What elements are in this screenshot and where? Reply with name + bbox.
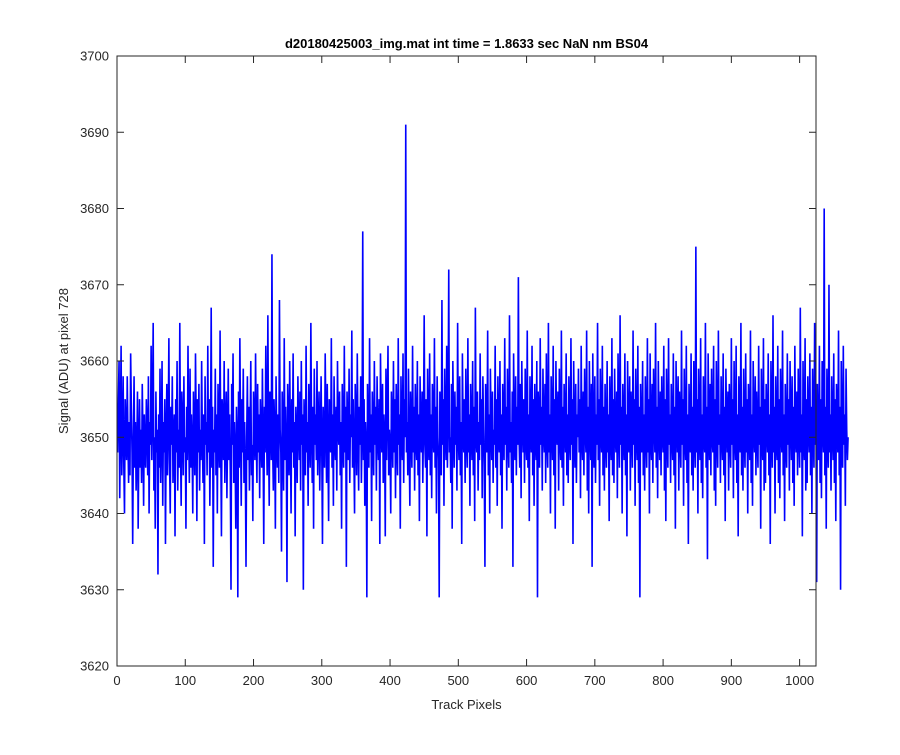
x-tick-label: 900 bbox=[721, 673, 743, 688]
plot-area bbox=[117, 56, 816, 666]
x-tick-labels: 0 100 200 300 400 500 600 700 800 900 1000 bbox=[113, 673, 814, 688]
axes-box bbox=[116, 55, 817, 667]
x-tick-label: 400 bbox=[379, 673, 401, 688]
y-axis-label: Signal (ADU) at pixel 728 bbox=[56, 288, 71, 434]
x-tick-label: 100 bbox=[174, 673, 196, 688]
y-tick-label: 3640 bbox=[80, 506, 109, 521]
x-tick-label: 200 bbox=[243, 673, 265, 688]
chart-title: d20180425003_img.mat int time = 1.8633 s… bbox=[285, 36, 649, 51]
series-line-0 bbox=[116, 124, 849, 598]
y-tick-label: 3660 bbox=[80, 354, 109, 369]
series-layer bbox=[116, 124, 849, 598]
x-tick-label: 800 bbox=[652, 673, 674, 688]
y-tick-label: 3690 bbox=[80, 125, 109, 140]
x-tick-label: 700 bbox=[584, 673, 606, 688]
x-tick-label: 500 bbox=[447, 673, 469, 688]
x-tick-label: 600 bbox=[516, 673, 538, 688]
x-tick-label: 0 bbox=[113, 673, 120, 688]
y-tick-label: 3620 bbox=[80, 659, 109, 674]
y-tick-label: 3670 bbox=[80, 277, 109, 292]
y-tick-label: 3650 bbox=[80, 430, 109, 445]
x-axis-label: Track Pixels bbox=[431, 697, 502, 712]
y-tick-label: 3700 bbox=[80, 49, 109, 64]
y-tick-labels: 3620 3630 3640 3650 3660 3670 3680 3690 3700 bbox=[80, 49, 109, 674]
y-tick-label: 3680 bbox=[80, 201, 109, 216]
x-tick-label: 300 bbox=[311, 673, 333, 688]
x-tick-label: 1000 bbox=[785, 673, 814, 688]
y-tick-label: 3630 bbox=[80, 582, 109, 597]
